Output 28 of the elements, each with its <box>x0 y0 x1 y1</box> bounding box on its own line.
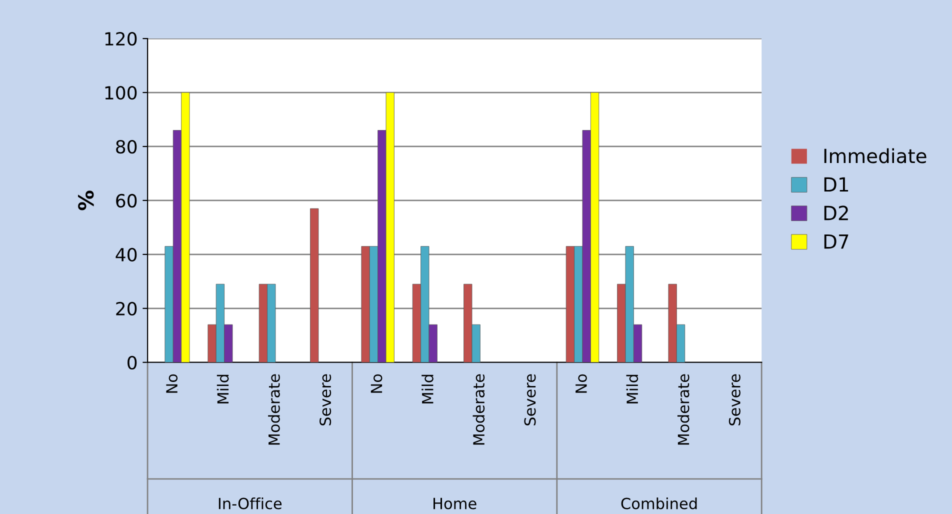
legend-label: Immediate <box>824 148 926 164</box>
legend-label: D7 <box>824 234 848 249</box>
x-tick-label: Mild <box>626 374 638 404</box>
text: Combined <box>621 497 697 510</box>
x-tick-label: No <box>576 374 587 393</box>
y-tick-label: 80 <box>116 140 137 154</box>
y-tick-label: 40 <box>116 248 137 262</box>
y-tick-label: 0 <box>128 356 137 370</box>
x-tick-label: Moderate <box>268 374 280 445</box>
x-tick-label: Moderate <box>677 374 690 445</box>
x-tick-label: No <box>166 374 178 393</box>
y-tick-label: 120 <box>105 32 137 46</box>
x-tick-label: Mild <box>216 374 229 404</box>
x-tick-label: Severe <box>728 374 740 426</box>
legend-label: D1 <box>824 177 848 192</box>
bar <box>310 208 319 362</box>
x-tick-label: Severe <box>524 374 536 426</box>
text: In-Office <box>218 497 282 510</box>
text: Home <box>434 498 476 510</box>
y-tick-label: 100 <box>105 86 137 100</box>
x-tick-label: Mild <box>422 374 434 404</box>
legend-label: D2 <box>824 206 848 220</box>
x-tick-label: No <box>370 374 382 393</box>
y-tick-label: 20 <box>116 302 137 316</box>
y-axis-title: % <box>78 190 94 210</box>
x-tick-label: Severe <box>320 374 332 426</box>
x-tick-label: Moderate <box>472 374 485 445</box>
y-tick-label: 60 <box>116 194 137 208</box>
